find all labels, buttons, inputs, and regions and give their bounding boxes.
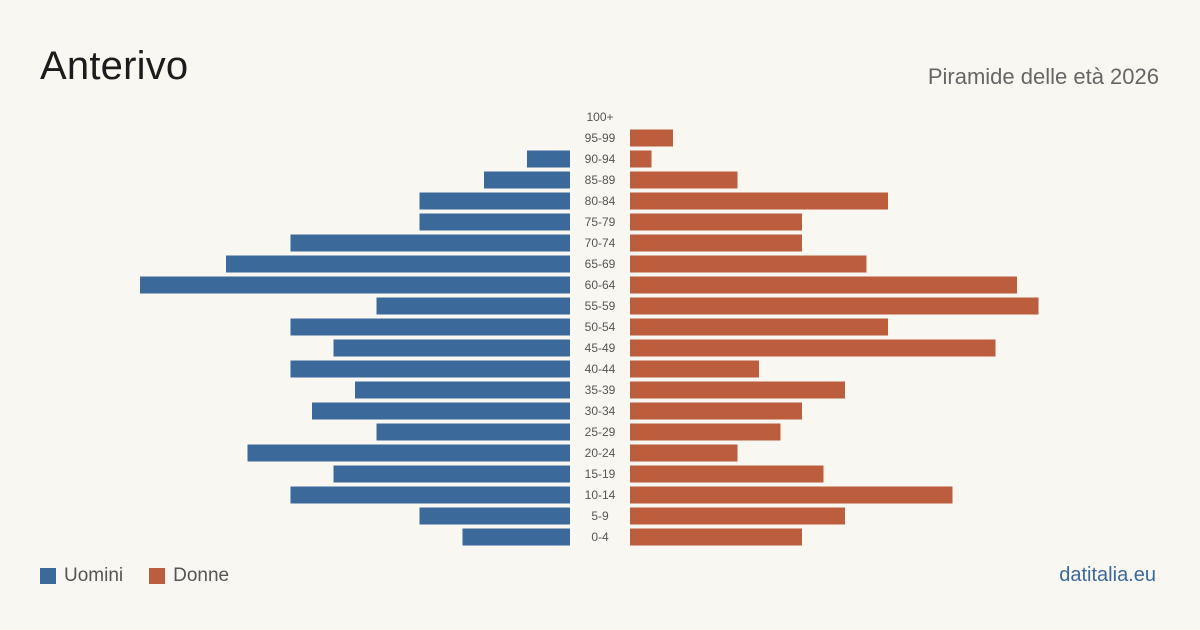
bar-men-0-4 xyxy=(462,528,570,546)
bar-women-85-89 xyxy=(630,171,738,189)
bar-men-10-14 xyxy=(290,486,570,504)
age-label-60-64: 60-64 xyxy=(585,278,616,292)
bar-women-80-84 xyxy=(630,192,888,210)
bar-women-20-24 xyxy=(630,444,738,462)
age-label-0-4: 0-4 xyxy=(591,530,609,544)
bar-men-80-84 xyxy=(419,192,570,210)
bar-women-45-49 xyxy=(630,339,996,357)
age-label-35-39: 35-39 xyxy=(585,383,616,397)
bar-men-50-54 xyxy=(290,318,570,336)
bar-women-95-99 xyxy=(630,129,673,147)
bar-women-40-44 xyxy=(630,360,759,378)
bar-men-70-74 xyxy=(290,234,570,252)
age-label-100plus: 100+ xyxy=(586,110,613,124)
page-title: Anterivo xyxy=(40,44,189,88)
bar-women-75-79 xyxy=(630,213,802,231)
bar-men-90-94 xyxy=(527,150,570,168)
bar-women-55-59 xyxy=(630,297,1039,315)
age-label-75-79: 75-79 xyxy=(585,215,616,229)
age-label-55-59: 55-59 xyxy=(585,299,616,313)
bar-men-85-89 xyxy=(484,171,570,189)
bar-women-60-64 xyxy=(630,276,1017,294)
age-label-85-89: 85-89 xyxy=(585,173,616,187)
age-label-20-24: 20-24 xyxy=(585,446,616,460)
bar-women-15-19 xyxy=(630,465,824,483)
bar-men-5-9 xyxy=(419,507,570,525)
bar-women-30-34 xyxy=(630,402,802,420)
age-label-65-69: 65-69 xyxy=(585,257,616,271)
bar-men-55-59 xyxy=(376,297,570,315)
age-label-90-94: 90-94 xyxy=(585,152,616,166)
bar-men-25-29 xyxy=(376,423,570,441)
chart-subtitle: Piramide delle età 2026 xyxy=(927,64,1159,89)
bar-women-5-9 xyxy=(630,507,845,525)
age-label-40-44: 40-44 xyxy=(585,362,616,376)
bar-women-90-94 xyxy=(630,150,652,168)
bar-men-65-69 xyxy=(226,255,570,273)
age-label-5-9: 5-9 xyxy=(591,509,609,523)
legend-label-women: Donne xyxy=(173,565,230,586)
bar-men-15-19 xyxy=(333,465,570,483)
age-label-45-49: 45-49 xyxy=(585,341,616,355)
legend-swatch-men xyxy=(40,568,56,584)
age-label-80-84: 80-84 xyxy=(585,194,616,208)
bar-men-40-44 xyxy=(290,360,570,378)
bar-men-30-34 xyxy=(312,402,570,420)
bar-men-75-79 xyxy=(419,213,570,231)
bar-men-45-49 xyxy=(333,339,570,357)
bar-women-50-54 xyxy=(630,318,888,336)
age-label-15-19: 15-19 xyxy=(585,467,616,481)
legend-item-women: Donne xyxy=(149,565,229,587)
brand-link[interactable]: datitalia.eu xyxy=(1059,564,1156,586)
age-label-30-34: 30-34 xyxy=(585,404,616,418)
legend-swatch-women xyxy=(149,568,166,584)
bar-women-10-14 xyxy=(630,486,953,504)
age-label-50-54: 50-54 xyxy=(585,320,616,334)
age-label-25-29: 25-29 xyxy=(585,425,616,439)
age-label-10-14: 10-14 xyxy=(585,488,616,502)
bar-men-60-64 xyxy=(140,276,570,294)
chart-legend: Uomini Donne xyxy=(40,565,255,587)
bar-men-20-24 xyxy=(247,444,570,462)
age-label-70-74: 70-74 xyxy=(585,236,616,250)
bar-men-35-39 xyxy=(355,381,570,399)
legend-label-men: Uomini xyxy=(64,565,124,586)
bar-women-70-74 xyxy=(630,234,802,252)
legend-item-men: Uomini xyxy=(40,565,123,587)
bar-women-35-39 xyxy=(630,381,845,399)
bar-women-0-4 xyxy=(630,528,802,546)
bar-women-65-69 xyxy=(630,255,867,273)
age-label-95-99: 95-99 xyxy=(585,131,616,145)
bar-women-25-29 xyxy=(630,423,781,441)
